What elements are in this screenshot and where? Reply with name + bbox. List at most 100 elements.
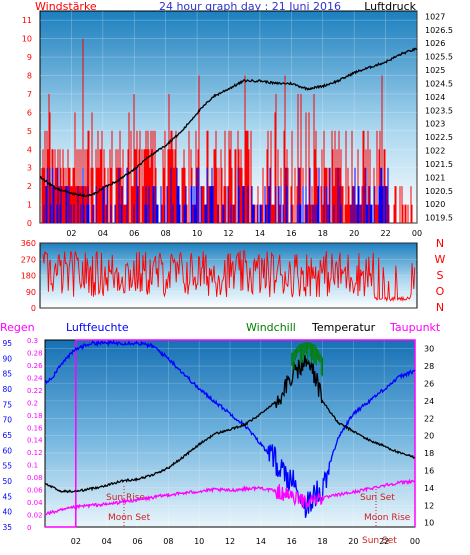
wind-tick-label: 9: [27, 53, 32, 62]
time-tick-label: 00: [410, 537, 420, 546]
temperature-tick-label: 28: [424, 362, 434, 371]
humidity-tick-label: 90: [2, 354, 12, 363]
temperature-tick-label: 20: [424, 432, 434, 441]
temperature-tick-label: 22: [424, 414, 434, 423]
pressure-tick-label: 1021: [425, 173, 445, 182]
humidity-tick-label: 45: [2, 492, 12, 501]
time-tick-label: 06: [132, 537, 142, 546]
time-tick-label: 22: [380, 229, 390, 238]
wind-tick-label: 0: [27, 219, 32, 228]
direction-tick-label: 180: [21, 272, 36, 281]
pressure-tick-label: 1023.5: [425, 106, 453, 115]
temperature-tick-label: 16: [424, 466, 434, 475]
wind-average-bars: [43, 167, 389, 223]
humidity-tick-label: 65: [2, 431, 12, 440]
regen-tick-label: 0.08: [27, 474, 43, 482]
windchill-line: [291, 341, 323, 377]
humidity-tick-label: 80: [2, 385, 12, 394]
humidity-tick-label: 60: [2, 446, 12, 455]
humidity-tick-label: 85: [2, 370, 12, 379]
time-tick-label: 12: [225, 537, 235, 546]
regen-tick-label: 0.12: [27, 449, 43, 457]
humidity-line: [44, 339, 416, 518]
regen-tick-label: 0.24: [27, 374, 43, 382]
chart-title: 24 hour graph day : 21 Juni 2016: [159, 0, 341, 13]
temperature-tick-label: 14: [424, 484, 434, 493]
time-tick-label: 14: [255, 229, 265, 238]
wind-pressure-axis-ticks: 012345678910111019.510201020.510211021.5…: [22, 12, 453, 238]
direction-tick-label: 360: [21, 239, 36, 248]
humidity-tick-label: 35: [2, 523, 12, 532]
compass-label: W: [435, 253, 446, 266]
regen-tick-label: 0.14: [27, 437, 43, 445]
pressure-tick-label: 1025: [425, 66, 445, 75]
regen-tick-label: 0.16: [27, 424, 43, 432]
temperatur-label: Temperatur: [311, 321, 376, 334]
wind-tick-label: 8: [27, 72, 32, 81]
time-tick-label: 02: [71, 537, 81, 546]
humidity-temperature-plot: [44, 339, 416, 528]
regen-tick-label: 0: [27, 524, 31, 532]
sun-set-annotation: Sun Set: [360, 493, 395, 503]
time-tick-label: 18: [317, 537, 327, 546]
wind-tick-label: 11: [22, 16, 32, 25]
humidity-temperature-axis-ticks: 0 0.02 0.04 0.06 0.08 0.1 0.12 0.14 0.16 0.18 0.2 0…: [2, 337, 434, 546]
wind-tick-label: 7: [27, 90, 32, 99]
sun-moon-annotations: Sun Rise Sun Set Moon Set Moon Rise Sun …: [106, 486, 411, 546]
time-tick-label: 22: [379, 537, 389, 546]
humidity-tick-label: 95: [2, 339, 12, 348]
temperature-tick-label: 18: [424, 449, 434, 458]
regen-tick-label: 0.2: [27, 399, 38, 407]
luftfeuchte-label: Luftfeuchte: [66, 321, 129, 334]
luftdruck-label: Luftdruck: [364, 0, 416, 13]
pressure-tick-label: 1022.5: [425, 133, 453, 142]
pressure-tick-label: 1026.5: [425, 26, 453, 35]
time-tick-label: 08: [161, 229, 171, 238]
pressure-tick-label: 1021.5: [425, 160, 453, 169]
regen-line: [45, 339, 416, 528]
wind-tick-label: 4: [27, 145, 32, 154]
humidity-tick-label: 75: [2, 400, 12, 409]
humidity-tick-label: 55: [2, 462, 12, 471]
humidity-tick-label: 40: [2, 508, 12, 517]
regen-label: Regen: [0, 321, 35, 334]
humidity-tick-label: 70: [2, 416, 12, 425]
pressure-tick-label: 1026: [425, 39, 445, 48]
regen-tick-label: 0.28: [27, 349, 43, 357]
pressure-tick-label: 1020.5: [425, 187, 453, 196]
temperature-line: [44, 354, 416, 494]
time-tick-label: 04: [98, 229, 108, 238]
time-tick-label: 20: [348, 537, 358, 546]
pressure-tick-label: 1025.5: [425, 53, 453, 62]
temperature-tick-label: 24: [424, 397, 434, 406]
regen-tick-label: 0.22: [27, 387, 43, 395]
time-tick-label: 08: [163, 537, 173, 546]
wind-tick-label: 3: [27, 164, 32, 173]
pressure-tick-label: 1024: [425, 93, 445, 102]
pressure-tick-label: 1027: [425, 12, 445, 21]
regen-tick-label: 0.18: [27, 412, 43, 420]
time-tick-label: 20: [349, 229, 359, 238]
time-tick-label: 16: [287, 537, 297, 546]
time-tick-label: 00: [412, 229, 422, 238]
wind-tick-label: 6: [27, 108, 32, 117]
pressure-tick-label: 1020: [425, 200, 445, 209]
time-tick-label: 16: [286, 229, 296, 238]
pressure-tick-label: 1024.5: [425, 79, 453, 88]
time-tick-label: 04: [102, 537, 112, 546]
wind-direction-trace: [42, 249, 416, 302]
time-tick-label: 10: [192, 229, 202, 238]
temperature-tick-label: 12: [424, 501, 434, 510]
pressure-line: [39, 47, 417, 198]
wind-direction-line: [42, 249, 416, 302]
time-tick-label: 18: [318, 229, 328, 238]
pressure-line-group: [39, 47, 417, 198]
time-tick-label: 06: [129, 229, 139, 238]
regen-tick-label: 0.3: [27, 337, 38, 345]
windstaerke-label: Windstärke: [35, 0, 97, 13]
wind-tick-label: 5: [27, 127, 32, 136]
windchill-label: Windchill: [246, 321, 296, 334]
